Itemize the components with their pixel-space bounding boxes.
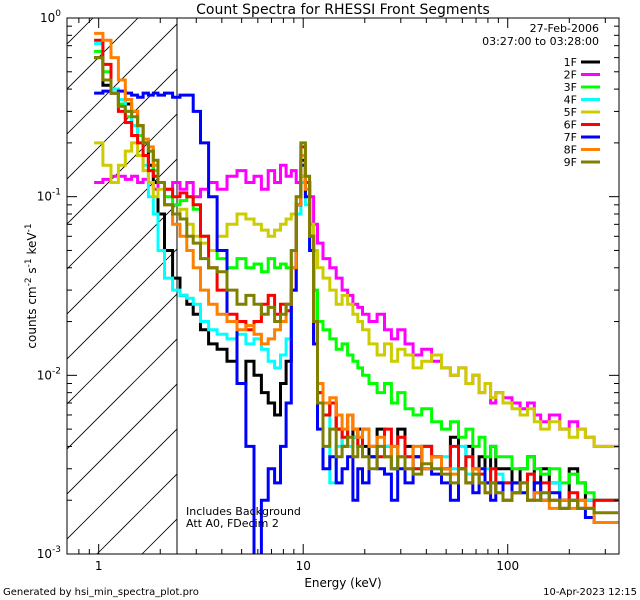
hatch-line <box>67 18 94 45</box>
x-tick-label: 1 <box>95 559 103 573</box>
legend-label-5F: 5F <box>564 106 577 119</box>
chart-title: Count Spectra for RHESSI Front Segments <box>196 2 490 18</box>
y-tick-label: 100 <box>40 9 61 25</box>
hatch-line <box>67 23 177 135</box>
time-range-label: 03:27:00 to 03:28:00 <box>482 35 599 48</box>
hatch-line <box>67 383 177 495</box>
series-line-9F <box>94 56 619 515</box>
series-line-2F <box>94 163 619 448</box>
hatch-line <box>67 68 177 180</box>
date-label: 27-Feb-2006 <box>530 22 599 35</box>
y-tick-label: 10-3 <box>37 545 61 561</box>
legend-label-3F: 3F <box>564 81 577 94</box>
hatch-line <box>67 158 177 270</box>
hatch-line <box>67 248 177 360</box>
svg-text:10-2: 10-2 <box>37 366 61 382</box>
legend-label-4F: 4F <box>564 94 577 107</box>
y-axis-label: counts cm-2 s-1 keV-1 <box>24 223 39 348</box>
legend-label-7F: 7F <box>564 131 577 144</box>
background-note: Includes Background <box>186 505 301 518</box>
legend-label-9F: 9F <box>564 156 577 169</box>
x-tick-label: 10 <box>296 559 311 573</box>
attenuator-note: Att A0, FDecim 2 <box>186 517 279 530</box>
legend-label-6F: 6F <box>564 119 577 132</box>
svg-text:10-3: 10-3 <box>37 545 61 561</box>
footer-generated-by: Generated by hsi_min_spectra_plot.pro <box>3 587 199 598</box>
legend-label-8F: 8F <box>564 144 577 157</box>
plot-frame <box>66 17 620 555</box>
x-tick-label: 100 <box>496 559 519 573</box>
hatch-line <box>67 428 177 540</box>
series-layer <box>94 31 619 554</box>
series-line-4F <box>94 42 619 510</box>
x-axis-label: Energy (keV) <box>304 576 381 590</box>
svg-text:100: 100 <box>40 9 61 25</box>
hatch-line <box>67 293 177 405</box>
y-tick-label: 10-1 <box>37 188 61 204</box>
axis-ticks <box>66 17 619 555</box>
svg-text:10-1: 10-1 <box>37 188 61 204</box>
hatch-line <box>0 0 112 554</box>
legend-label-1F: 1F <box>564 56 577 69</box>
y-tick-label: 10-2 <box>37 366 61 382</box>
hatched-region <box>0 0 177 554</box>
legend-label-2F: 2F <box>564 69 577 82</box>
hatch-line <box>67 203 177 315</box>
footer-timestamp: 10-Apr-2023 12:15 <box>543 587 637 598</box>
